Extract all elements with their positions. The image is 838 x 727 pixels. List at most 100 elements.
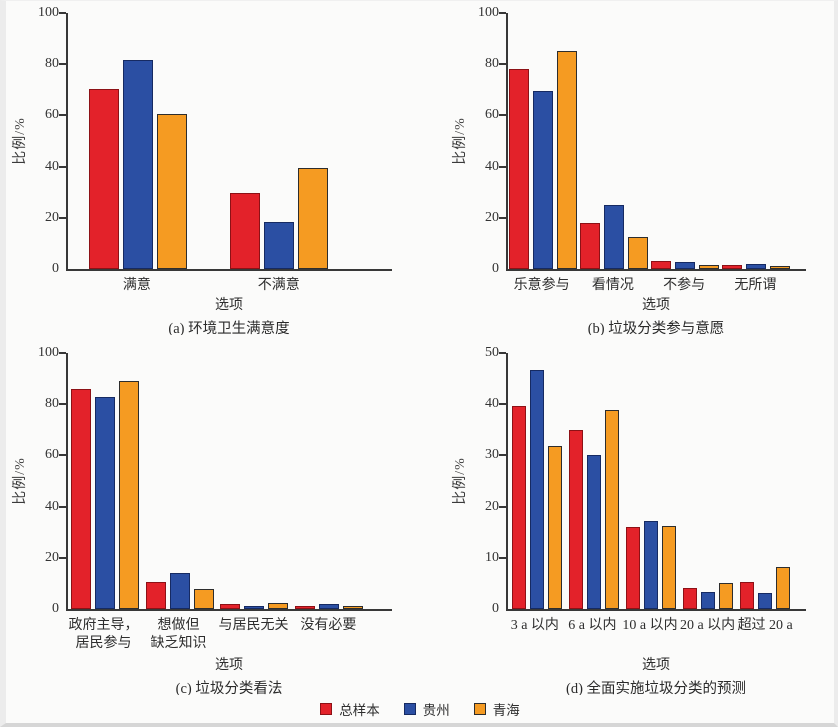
y-tick-mark: [499, 63, 506, 66]
y-tick-mark: [499, 216, 506, 219]
y-tick-mark: [59, 216, 66, 219]
y-tick-mark: [499, 403, 506, 406]
bar-group: [650, 13, 721, 269]
y-tick-label: 80: [45, 56, 59, 72]
y-axis-title-text: 比例/%: [13, 457, 28, 505]
bar-贵州: [701, 592, 716, 609]
plot-area: 0 10 20 30 40 50: [485, 345, 806, 616]
y-tick-mark: [59, 505, 66, 508]
bar-groups: [508, 13, 806, 269]
legend-label: 青海: [492, 703, 520, 718]
x-axis-title: 选项: [215, 298, 243, 313]
bar-group: [579, 13, 650, 269]
y-tick-label: 10: [485, 549, 499, 565]
bar-总样本: [145, 582, 166, 609]
bar-青海: [193, 588, 214, 609]
chart-panel-c: 比例/% 0 20 40 60 80 100 政府主导， 居民参与 想做但 缺乏知识 与居民无关没…: [6, 335, 420, 695]
bar-青海: [268, 603, 289, 609]
bar-group: [143, 353, 218, 609]
bar-贵州: [644, 520, 659, 609]
plot-area: 0 20 40 60 80 100: [478, 5, 806, 276]
x-axis-title: 选项: [642, 298, 670, 313]
y-tick-mark: [59, 403, 66, 406]
category-labels: 满意 不满意: [66, 277, 392, 295]
y-tick-label: 0: [52, 601, 59, 616]
bar-贵州: [95, 396, 116, 609]
bar-group: [68, 353, 143, 609]
bar-青海: [776, 566, 791, 609]
bar-青海: [769, 266, 790, 269]
y-tick-label: 100: [38, 345, 59, 360]
y-tick-label: 100: [38, 5, 59, 20]
bar-贵州: [604, 205, 625, 269]
bar-group: [292, 353, 367, 609]
legend-swatch: [320, 703, 333, 715]
legend-item: 总样本: [320, 699, 380, 719]
bar-group: [508, 353, 565, 609]
chart-panel-d: 比例/% 0 10 20 30 40 50 3 a 以内 6 a 以内 10 a 以内 20 a 以…: [420, 335, 834, 695]
bar-贵州: [745, 263, 766, 269]
bar-总样本: [721, 265, 742, 269]
y-axis-title-text: 比例/%: [453, 457, 468, 505]
y-tick-label: 80: [45, 396, 59, 412]
category-label: 不参与: [663, 278, 706, 293]
category-label: 6 a 以内: [568, 618, 617, 633]
category-label: 20 a 以内: [679, 618, 736, 633]
y-tick-label: 60: [485, 107, 499, 123]
y-axis-title-text: 比例/%: [453, 117, 468, 165]
legend-swatch: [403, 703, 416, 715]
bar-贵州: [264, 221, 295, 269]
bar-总样本: [294, 605, 315, 609]
y-axis-title: 比例/%: [446, 353, 472, 609]
legend-label: 总样本: [339, 703, 380, 718]
bar-青海: [119, 381, 140, 609]
y-tick-label: 40: [485, 396, 499, 412]
category-label: 想做但 缺乏知识: [150, 618, 207, 651]
bar-总样本: [626, 526, 641, 609]
bar-贵州: [169, 573, 190, 609]
category-label: 看情况: [591, 278, 634, 293]
bar-青海: [342, 605, 363, 609]
y-tick-mark: [59, 63, 66, 66]
bar-贵州: [318, 604, 339, 609]
bar-贵州: [533, 91, 554, 269]
y-tick-mark: [59, 556, 66, 559]
bar-贵州: [123, 60, 154, 269]
y-axis-title: 比例/%: [446, 13, 472, 269]
chart-panel-b: 比例/% 0 20 40 60 80 100 乐意参与 看情况 不参与 无所谓 选项 (b) 垃圾分类参…: [420, 1, 834, 335]
panel-caption: (c) 垃圾分类看法: [175, 681, 283, 695]
y-tick-mark: [59, 12, 66, 14]
bar-总样本: [683, 588, 698, 609]
y-tick-mark: [499, 454, 506, 457]
category-label: 与居民无关: [218, 618, 289, 633]
bar-group: [622, 353, 679, 609]
y-tick-label: 60: [45, 107, 59, 123]
y-axis-title: 比例/%: [6, 13, 32, 269]
category-label: 10 a 以内: [622, 618, 678, 633]
plot-wrap: 0 20 40 60 80 100 满意 不满意 选项 (a) 环境卫生满意度: [38, 5, 392, 335]
bar-青海: [719, 582, 734, 609]
y-tick-label: 80: [485, 56, 499, 72]
bar-总样本: [740, 581, 755, 609]
bar-青海: [628, 237, 649, 269]
y-tick-label: 20: [485, 209, 499, 225]
plot-wrap: 0 20 40 60 80 100 乐意参与 看情况 不参与 无所谓 选项 (b) 垃圾分类参与意愿: [478, 5, 806, 335]
chart-row: 比例/% 0 20 40 60 80 100 满意 不满意 选项 (a) 环境卫生满意度: [6, 5, 420, 335]
y-tick-mark: [59, 165, 66, 168]
bar-贵州: [674, 261, 695, 269]
bar-groups: [68, 353, 392, 609]
bar-group: [737, 353, 794, 609]
category-label: 政府主导， 居民参与: [68, 618, 139, 651]
panel-caption: (a) 环境卫生满意度: [168, 321, 290, 335]
plot-wrap: 0 10 20 30 40 50 3 a 以内 6 a 以内 10 a 以内 20 a 以内 超过 …: [485, 345, 806, 695]
bar-总样本: [220, 603, 241, 609]
y-tick-mark: [499, 556, 506, 559]
y-tick-label: 20: [45, 209, 59, 225]
y-tick-label: 30: [485, 447, 499, 463]
bar-青海: [157, 114, 188, 269]
y-tick-mark: [499, 505, 506, 508]
category-labels: 政府主导， 居民参与 想做但 缺乏知识 与居民无关 没有必要: [66, 617, 392, 655]
y-tick-mark: [499, 114, 506, 117]
bar-总样本: [509, 69, 530, 269]
